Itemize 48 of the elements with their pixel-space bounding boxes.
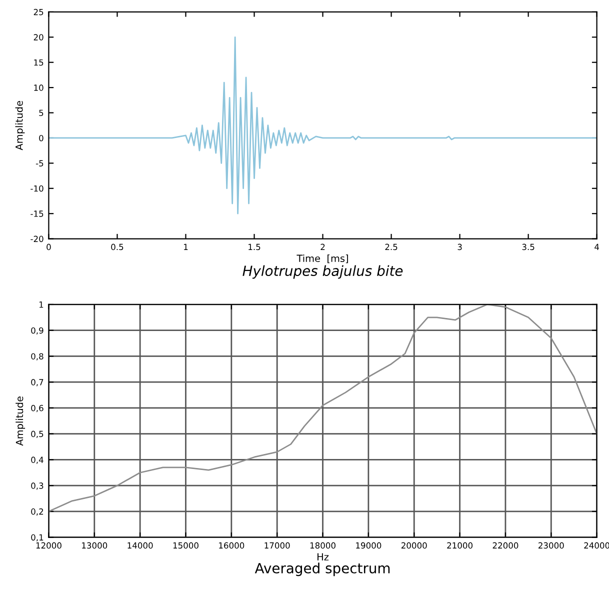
x-axis-title: Time [ms] [296, 254, 348, 264]
x-tick-label: 20000 [401, 542, 427, 549]
y-tick-label: 0,1 [31, 534, 44, 542]
y-tick-label: 0,5 [31, 430, 44, 438]
x-tick-label: 15000 [173, 542, 198, 549]
x-axis-title: Hz [318, 553, 329, 560]
y-tick-label: 0,7 [31, 379, 44, 386]
line-series [48, 36, 597, 214]
x-tick-label: 19000 [356, 542, 382, 549]
x-tick-label: 12000 [36, 542, 62, 549]
y-tick-label: 0,3 [31, 482, 44, 490]
y-tick-label: 0,2 [31, 508, 44, 516]
y-tick-label: -15 [30, 210, 44, 217]
y-tick-label: 25 [34, 8, 44, 16]
x-tick-label: 2.5 [385, 244, 398, 250]
y-tick-label: 10 [34, 84, 44, 91]
x-tick-label: 16000 [219, 542, 244, 549]
y-tick-label: 20 [34, 34, 44, 40]
x-tick-label: 13000 [82, 542, 108, 549]
x-tick-label: 2 [320, 244, 325, 250]
y-axis-title: Amplitude [15, 100, 25, 150]
x-tick-label: 18000 [310, 542, 336, 549]
x-tick-label: 1 [184, 244, 188, 250]
y-tick-label: 1 [39, 302, 44, 308]
x-tick-label: 4 [594, 244, 600, 250]
y-tick-label: 5 [39, 110, 44, 116]
y-tick-label: -10 [30, 185, 44, 192]
x-tick-label: 1.5 [248, 244, 260, 250]
x-tick-label: 3.5 [522, 244, 534, 250]
x-tick-label: 3 [458, 244, 462, 250]
x-tick-label: 14000 [128, 542, 153, 549]
y-tick-label: -20 [30, 236, 44, 242]
text: Hylotrupes bajulus bite [242, 265, 403, 279]
y-axis-title: Amplitude [16, 396, 26, 446]
x-tick-label: 22000 [492, 542, 518, 549]
y-tick-label: 0,8 [31, 353, 44, 360]
y-tick-label: 0 [39, 134, 44, 142]
x-tick-label: 0.5 [111, 244, 124, 250]
y-tick-label: 0,9 [31, 327, 44, 334]
x-tick-label: 0 [46, 244, 51, 250]
y-tick-label: 0,4 [31, 456, 44, 464]
x-tick-label: 21000 [447, 542, 472, 549]
x-tick-label: 17000 [264, 542, 290, 549]
y-tick-label: 15 [34, 59, 44, 66]
text: Averaged spectrum [254, 562, 390, 576]
x-tick-label: 23000 [538, 542, 564, 549]
y-tick-label: -5 [36, 160, 44, 166]
y-tick-label: 0,6 [31, 404, 44, 412]
